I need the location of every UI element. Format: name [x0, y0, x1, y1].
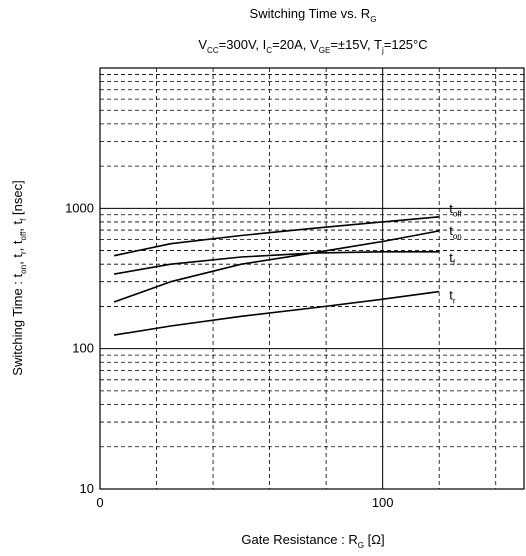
series-label-r: tr​	[449, 288, 456, 306]
grid-lines	[100, 68, 524, 489]
y-tick-label: 1000	[65, 200, 94, 215]
x-axis-label: Gate Resistance : RG [Ω]	[241, 532, 384, 550]
series-group: toff​ ton​ tf​ tr​	[113, 201, 462, 336]
chart-conditions: VCC=300V, IC=20A, VGE=±15V, Tj=125°C	[198, 37, 427, 55]
y-tick-label: 100	[72, 341, 94, 356]
plot-frame	[99, 67, 525, 490]
series-line-on	[113, 230, 440, 303]
chart-title: Switching Time vs. RG​	[250, 6, 377, 24]
series-line-off	[113, 216, 440, 257]
series-label-on: ton​	[449, 223, 462, 241]
y-tick-label: 10	[80, 481, 94, 496]
tick-labels: 10 100 1000 0 100	[65, 200, 393, 510]
x-tick-label: 100	[372, 495, 394, 510]
y-axis-label: Switching Time : ton​, tr​, toff​, tf​ […	[10, 180, 28, 375]
chart-text: Switching Time vs. RG​ VCC=300V, IC=20A, …	[10, 6, 428, 550]
series-label-off: toff​	[449, 201, 462, 219]
series-line-r	[113, 290, 440, 336]
series-line-f	[113, 251, 440, 275]
series-label-f: tf​	[449, 250, 456, 268]
x-tick-label: 0	[96, 495, 103, 510]
